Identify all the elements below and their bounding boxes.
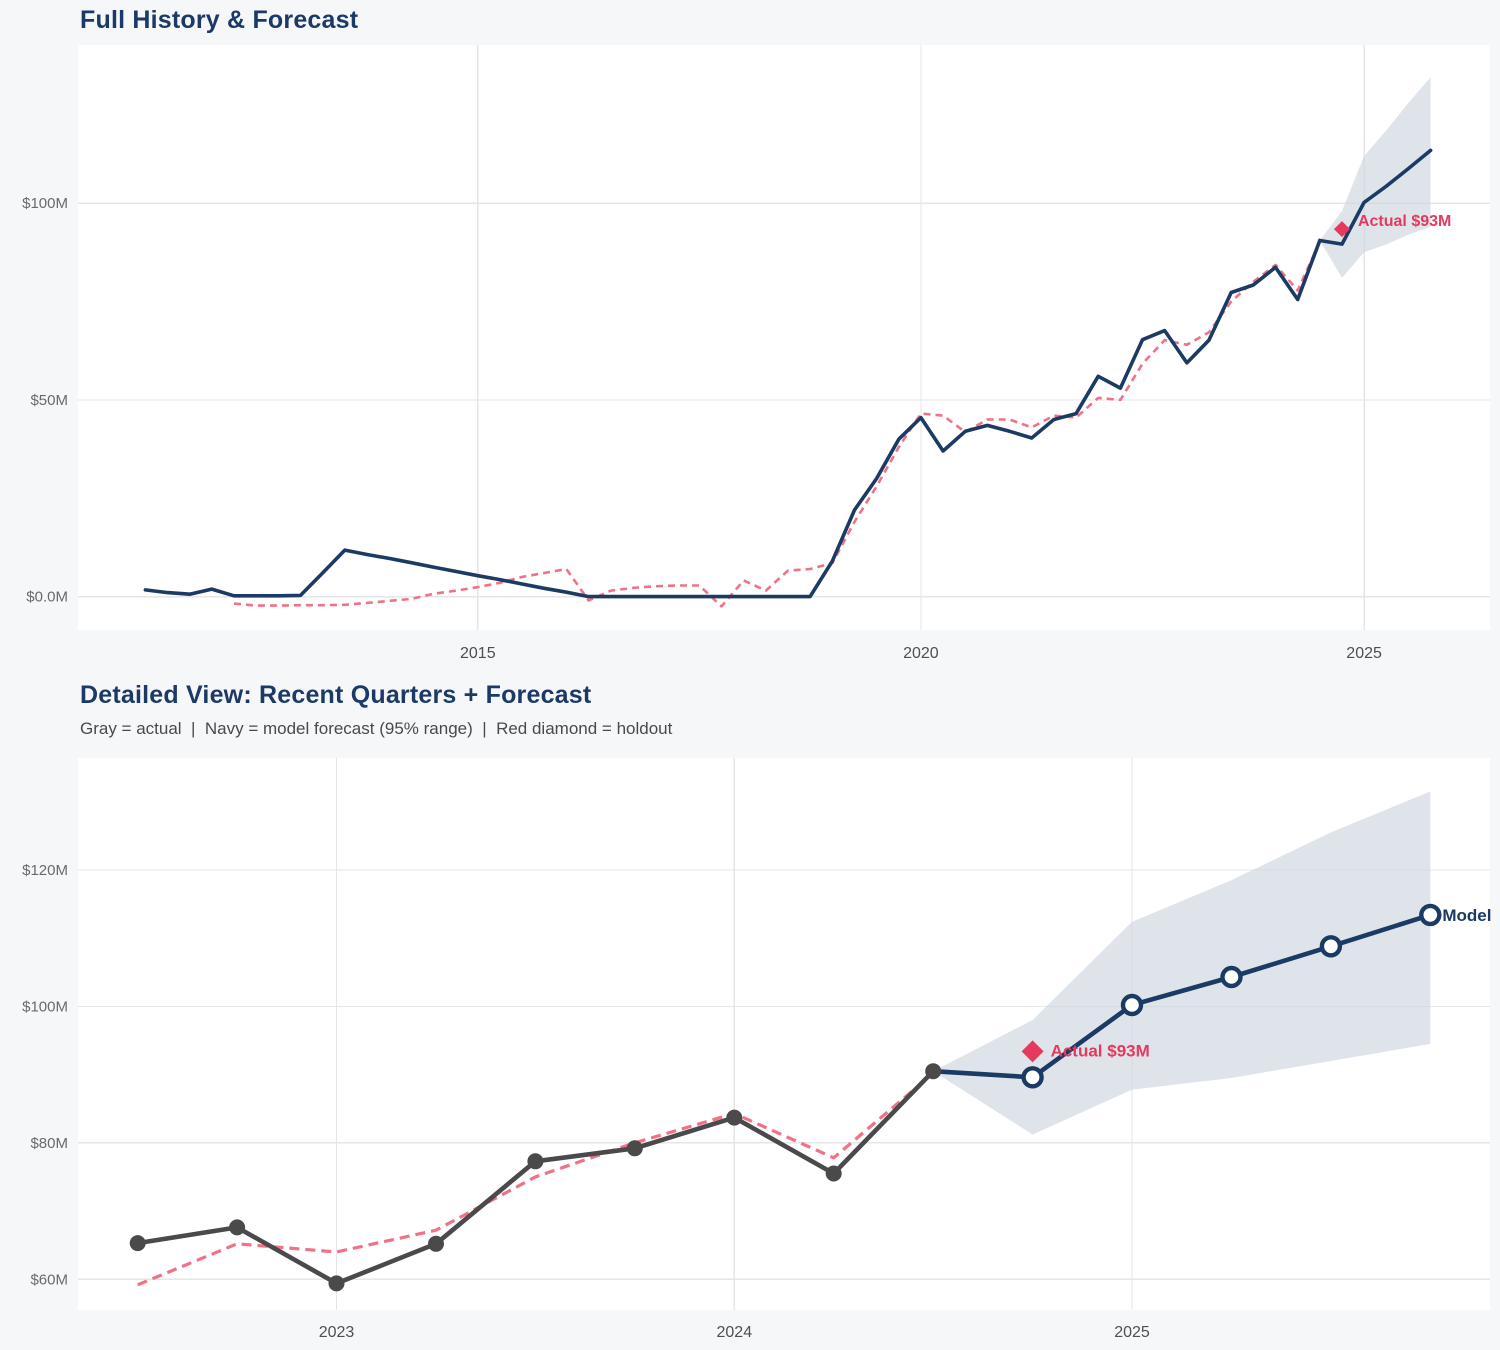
forecast-line (930, 912, 1433, 1080)
full-history-forecast-chart: 2015 2020 2025 $0.0M $50M $100M Actual $93M (22, 45, 1490, 662)
actual-point (925, 1063, 942, 1080)
holdout-diamond-icon (1021, 1040, 1044, 1063)
forecast-point (1120, 993, 1144, 1017)
x-tick-label: 2024 (717, 1324, 753, 1341)
y-tick-label: $60M (30, 1271, 68, 1288)
actual-point (527, 1153, 544, 1170)
chart1-title: Full History & Forecast (80, 6, 359, 34)
confidence-band (933, 791, 1431, 1135)
detailed-view-chart: 2023 2024 2025 $60M $80M $100M $120M Actual $93… (22, 758, 1491, 1341)
x-tick-label: 2015 (460, 645, 496, 662)
actual-line (143, 238, 1322, 599)
holdout-annotation: Actual $93M (1051, 1041, 1150, 1060)
holdout-annotation: Actual $93M (1358, 213, 1451, 230)
forecast-point (1419, 903, 1442, 927)
forecast-point (1319, 935, 1343, 958)
model-fit-line (233, 241, 1321, 608)
forecast-point (1021, 1066, 1044, 1089)
x-tick-label: 2025 (1114, 1324, 1150, 1341)
actual-point (726, 1109, 743, 1126)
actual-point (129, 1235, 146, 1252)
forecast-point (1220, 965, 1243, 989)
actual-point (825, 1165, 842, 1182)
y-tick-label: $0.0M (26, 589, 68, 606)
x-tick-label: 2025 (1346, 645, 1382, 662)
chart2-title: Detailed View: Recent Quarters + Forecas… (80, 681, 592, 709)
y-tick-label: $80M (30, 1135, 68, 1152)
x-tick-label: 2023 (319, 1324, 355, 1341)
y-tick-label: $100M (22, 998, 68, 1015)
y-tick-label: $120M (22, 862, 68, 879)
x-tick-label: 2020 (903, 645, 939, 662)
y-tick-label: $50M (30, 392, 68, 409)
plot-area (78, 45, 1490, 630)
actual-point (626, 1140, 643, 1157)
model-fit-line (137, 1071, 935, 1287)
actual-point (328, 1275, 345, 1292)
forecast-line (1318, 148, 1433, 246)
actual-point (229, 1219, 246, 1236)
actual-point (428, 1235, 444, 1252)
y-tick-label: $100M (22, 195, 68, 212)
model-line-label: Model (1442, 906, 1491, 925)
chart2-legend-subtitle: Gray = actual | Navy = model forecast (9… (80, 719, 673, 738)
holdout-diamond-icon (1333, 221, 1350, 238)
